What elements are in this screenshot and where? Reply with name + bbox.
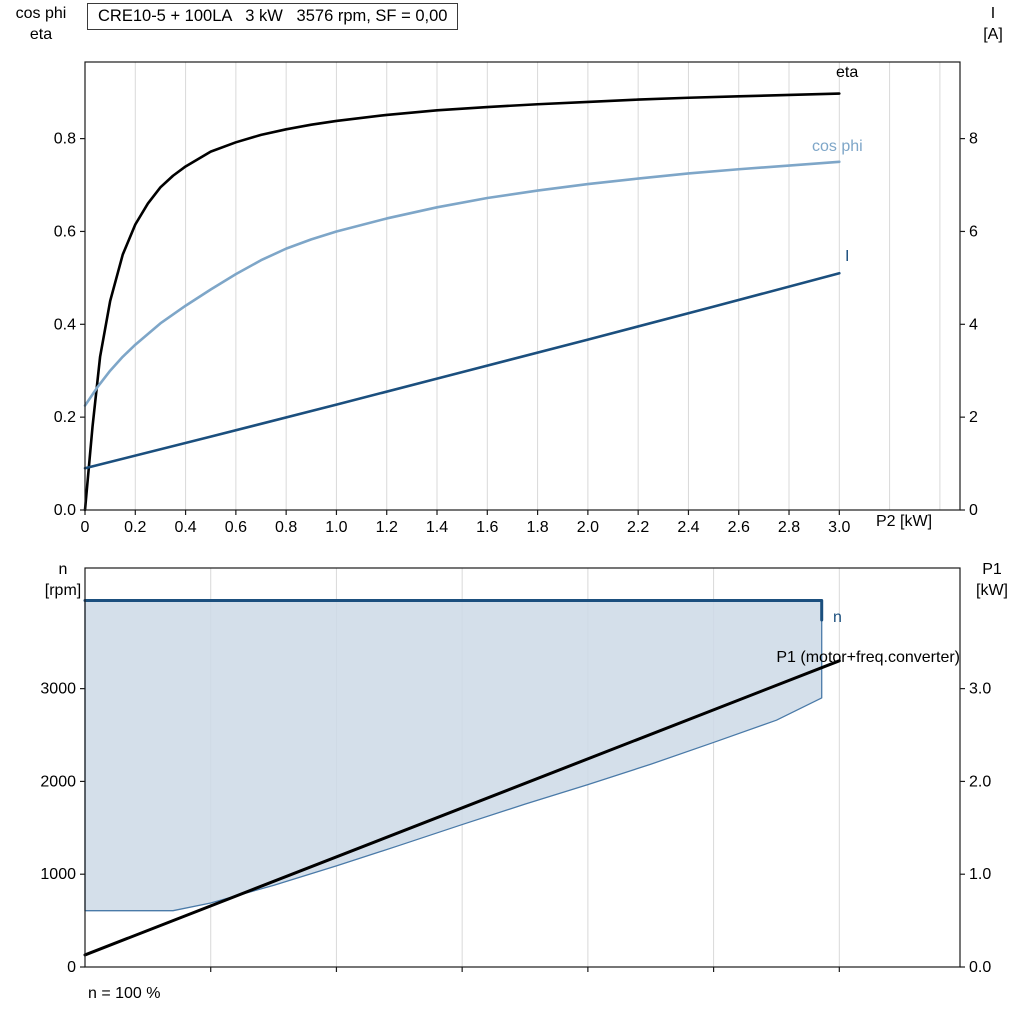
- svg-text:0.0: 0.0: [969, 959, 991, 976]
- svg-text:4: 4: [969, 316, 978, 333]
- bottom-right-axis-title-line1: P1: [982, 561, 1002, 578]
- cos-phi-curve-label: cos phi: [812, 138, 863, 155]
- top-left-axis-title-line2: eta: [29, 26, 53, 43]
- svg-text:1.6: 1.6: [476, 519, 498, 536]
- chart-title: CRE10-5 + 100LA 3 kW 3576 rpm, SF = 0,00: [87, 3, 459, 30]
- svg-text:0.4: 0.4: [174, 519, 196, 536]
- svg-text:1.0: 1.0: [325, 519, 347, 536]
- svg-text:1.2: 1.2: [376, 519, 398, 536]
- svg-text:2: 2: [969, 409, 978, 426]
- x-axis-title: P2 [kW]: [876, 513, 933, 530]
- svg-text:0: 0: [81, 519, 90, 536]
- svg-text:0.4: 0.4: [54, 316, 76, 333]
- top-right-axis-title-line1: I: [990, 5, 996, 22]
- svg-text:2.6: 2.6: [728, 519, 750, 536]
- svg-text:3.0: 3.0: [969, 681, 991, 698]
- p1-curve-label: P1 (motor+freq.converter): [776, 649, 960, 666]
- svg-text:8: 8: [969, 131, 978, 148]
- eta-curve-label: eta: [836, 64, 859, 81]
- svg-text:0: 0: [969, 502, 978, 519]
- top-right-axis-title-line2: [A]: [983, 26, 1003, 43]
- svg-text:0.8: 0.8: [54, 131, 76, 148]
- svg-text:0.2: 0.2: [124, 519, 146, 536]
- svg-text:3.0: 3.0: [828, 519, 850, 536]
- svg-text:1000: 1000: [40, 866, 76, 883]
- bottom-left-axis-title-line2: [rpm]: [44, 582, 82, 599]
- svg-text:2.4: 2.4: [677, 519, 699, 536]
- bottom-left-axis-title-line1: n: [58, 561, 68, 578]
- top-left-axis-title-line1: cos phi: [15, 5, 67, 22]
- svg-text:2.2: 2.2: [627, 519, 649, 536]
- bottom-right-axis-title-line2: [kW]: [976, 582, 1008, 599]
- current-curve-label: I: [845, 248, 850, 265]
- svg-text:0.6: 0.6: [225, 519, 247, 536]
- speed-footnote: n = 100 %: [88, 985, 161, 1002]
- svg-text:0.8: 0.8: [275, 519, 297, 536]
- svg-text:0.0: 0.0: [54, 502, 76, 519]
- svg-text:0.2: 0.2: [54, 409, 76, 426]
- svg-text:2.8: 2.8: [778, 519, 800, 536]
- svg-text:6: 6: [969, 223, 978, 240]
- svg-text:2000: 2000: [40, 773, 76, 790]
- svg-text:1.8: 1.8: [526, 519, 548, 536]
- n-curve-label: n: [833, 609, 842, 626]
- svg-text:2.0: 2.0: [577, 519, 599, 536]
- svg-text:3000: 3000: [40, 681, 76, 698]
- svg-text:1.0: 1.0: [969, 866, 991, 883]
- svg-text:0.6: 0.6: [54, 223, 76, 240]
- svg-text:1.4: 1.4: [426, 519, 448, 536]
- svg-text:2.0: 2.0: [969, 773, 991, 790]
- svg-text:0: 0: [67, 959, 76, 976]
